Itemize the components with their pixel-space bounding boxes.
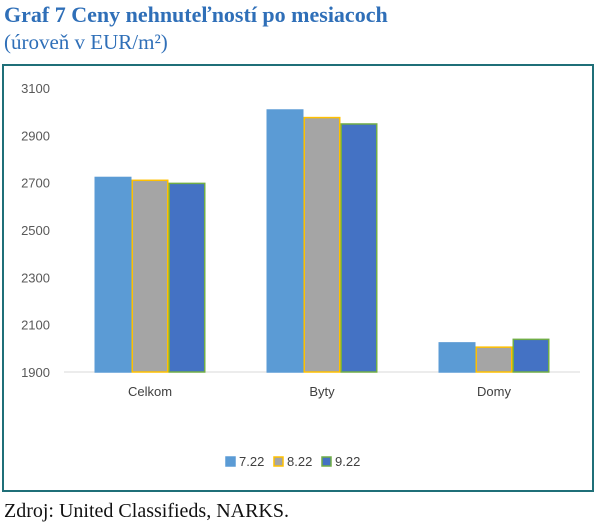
y-tick-label: 2700 xyxy=(21,176,50,191)
x-tick-label: Celkom xyxy=(128,384,172,399)
bar-domy-9-22 xyxy=(512,338,550,373)
legend-swatch xyxy=(273,456,284,467)
chart-title: Graf 7 Ceny nehnuteľností po mesiacoch xyxy=(4,2,388,27)
chart-subtitle: (úroveň v EUR/m²) xyxy=(4,30,168,54)
y-tick-label: 2900 xyxy=(21,128,50,143)
y-tick-label: 2500 xyxy=(21,223,50,238)
bar-celkom-8-22 xyxy=(131,179,169,373)
bar-domy-8-22 xyxy=(475,346,513,373)
legend-swatch xyxy=(225,456,236,467)
x-tick-label: Domy xyxy=(477,384,511,399)
legend-swatch xyxy=(321,456,332,467)
bar-celkom-9-22 xyxy=(168,182,206,373)
y-tick-label: 3100 xyxy=(21,81,50,96)
legend-label: 8.22 xyxy=(287,454,312,469)
bar-chart: 1900 2100 2300 2500 2700 2900 3100 Celkom Byty Do… xyxy=(21,81,580,469)
x-tick-label: Byty xyxy=(309,384,335,399)
bar-byty-7-22 xyxy=(266,109,304,373)
bar-byty-9-22 xyxy=(340,123,378,373)
y-tick-label: 1900 xyxy=(21,365,50,380)
legend-label: 9.22 xyxy=(335,454,360,469)
bar-byty-8-22 xyxy=(303,116,341,373)
bar-domy-7-22 xyxy=(438,342,476,373)
legend-label: 7.22 xyxy=(239,454,264,469)
y-tick-label: 2300 xyxy=(21,270,50,285)
chart-frame: 1900 2100 2300 2500 2700 2900 3100 Celkom Byty Do… xyxy=(2,64,594,492)
y-tick-label: 2100 xyxy=(21,318,50,333)
source-note: Zdroj: United Classifieds, NARKS. xyxy=(4,500,289,522)
bar-celkom-7-22 xyxy=(94,176,132,373)
